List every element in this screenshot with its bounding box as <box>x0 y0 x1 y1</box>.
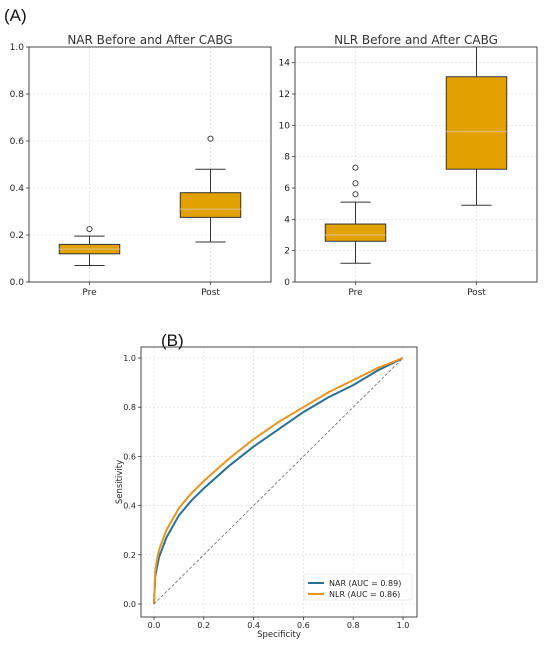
roc-legend-label: NAR (AUC = 0.89) <box>329 579 401 588</box>
roc-plot-frame <box>140 346 418 618</box>
nlr-y-tick-label: 4 <box>284 215 290 225</box>
nlr-y-tick-label: 10 <box>279 121 291 131</box>
roc-x-axis-label: Specificity <box>257 630 301 640</box>
nlr-pre-outlier-point <box>352 191 359 198</box>
nar-x-tick-label: Post <box>201 288 220 298</box>
roc-x-tick-label: 0.0 <box>148 621 161 630</box>
roc-x-tick-label: 1.0 <box>397 621 410 630</box>
roc-y-tick-label: 0.8 <box>123 403 136 412</box>
nlr-y-tick-label: 12 <box>279 90 290 100</box>
nar-y-tick-label: 0.0 <box>10 278 25 288</box>
nlr-y-tick-label: 6 <box>284 184 290 194</box>
panel-b-label: (B) <box>161 331 184 350</box>
nar-boxplot: NAR Before and After CABG 0.0 0.2 0.4 0.6 0.… <box>10 33 272 298</box>
nlr-boxplot: NLR Before and After CABG 0 2 4 6 8 10 12 14 Pre… <box>279 33 538 298</box>
nlr-plot-frame <box>294 46 538 283</box>
nlr-pre-outlier-point <box>352 180 359 187</box>
nlr-pre-outlier-point <box>352 164 359 171</box>
nlr-chart-title: NLR Before and After CABG <box>334 33 498 47</box>
nar-plot-frame <box>28 46 272 283</box>
nar-post-box <box>179 192 242 218</box>
roc-legend-box <box>303 573 413 601</box>
nar-pre-outlier-point <box>86 226 93 233</box>
nlr-x-tick-label: Pre <box>348 288 363 298</box>
roc-x-tick-label: 0.4 <box>247 621 260 630</box>
roc-y-tick-label: 0.2 <box>123 551 136 560</box>
roc-x-tick-label: 0.2 <box>197 621 210 630</box>
nar-y-tick-label: 0.2 <box>10 231 24 241</box>
nlr-y-tick-label: 8 <box>284 153 290 163</box>
nar-chart-title: NAR Before and After CABG <box>67 33 232 47</box>
nlr-roc-curve <box>153 357 404 605</box>
nar-y-tick-label: 1.0 <box>10 43 25 53</box>
nar-y-tick-label: 0.8 <box>10 90 25 100</box>
nar-post-outlier-point <box>207 135 214 142</box>
nlr-y-tick-label: 2 <box>284 247 290 257</box>
nar-y-tick-label: 0.6 <box>10 137 25 147</box>
roc-legend-label: NLR (AUC = 0.86) <box>329 590 400 599</box>
nlr-post-box <box>445 76 508 170</box>
panel-a-label: (A) <box>4 6 27 25</box>
roc-x-tick-label: 0.6 <box>297 621 310 630</box>
nar-roc-curve <box>153 357 404 605</box>
nlr-y-tick-label: 0 <box>284 278 290 288</box>
roc-y-tick-label: 0.0 <box>123 600 136 609</box>
roc-y-axis-label: Sensitivity <box>115 460 125 504</box>
roc-chance-diagonal <box>153 357 404 605</box>
roc-y-tick-label: 1.0 <box>123 354 136 363</box>
roc-x-tick-label: 0.8 <box>347 621 360 630</box>
nlr-x-tick-label: Post <box>467 288 486 298</box>
nlr-y-tick-label: 14 <box>279 59 291 69</box>
roc-y-tick-label: 0.4 <box>123 502 136 511</box>
roc-chart: Specificity Sensitivity 0.0 0.2 0.4 0.6 0.8 1… <box>115 346 418 640</box>
nar-x-tick-label: Pre <box>82 288 97 298</box>
roc-y-tick-label: 0.6 <box>123 452 136 461</box>
nar-y-tick-label: 0.4 <box>10 184 25 194</box>
nlr-pre-box <box>324 223 387 242</box>
